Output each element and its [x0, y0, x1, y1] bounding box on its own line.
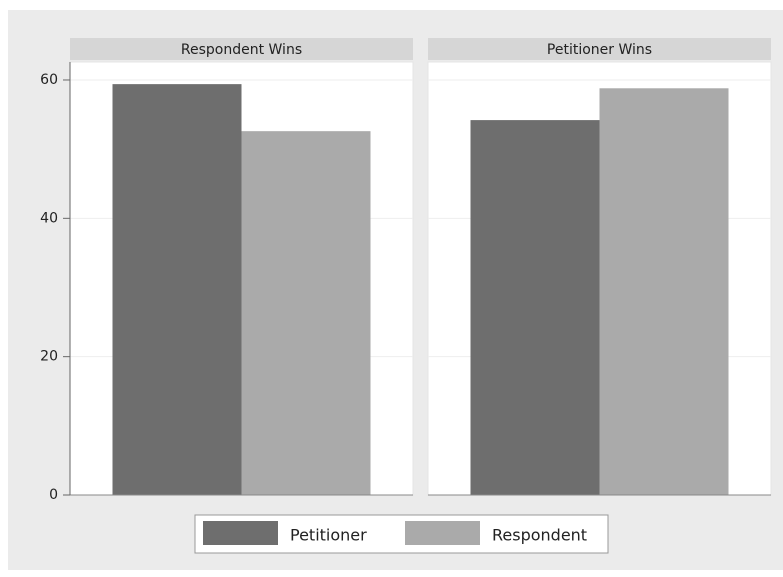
legend-swatch: [203, 521, 278, 545]
y-tick-label: 60: [40, 72, 58, 88]
panel-title: Respondent Wins: [181, 42, 302, 58]
bar: [241, 131, 371, 496]
panel-title: Petitioner Wins: [547, 42, 652, 58]
bar: [470, 120, 600, 495]
legend-label: Petitioner: [290, 526, 367, 545]
y-tick-label: 20: [40, 349, 58, 365]
legend-label: Respondent: [492, 526, 587, 545]
panel-header: [428, 38, 771, 60]
y-tick-label: 0: [49, 487, 58, 503]
panel-header: [70, 38, 413, 60]
bar: [112, 84, 242, 495]
legend-swatch: [405, 521, 480, 545]
bar: [599, 88, 729, 495]
y-tick-label: 40: [40, 210, 58, 226]
